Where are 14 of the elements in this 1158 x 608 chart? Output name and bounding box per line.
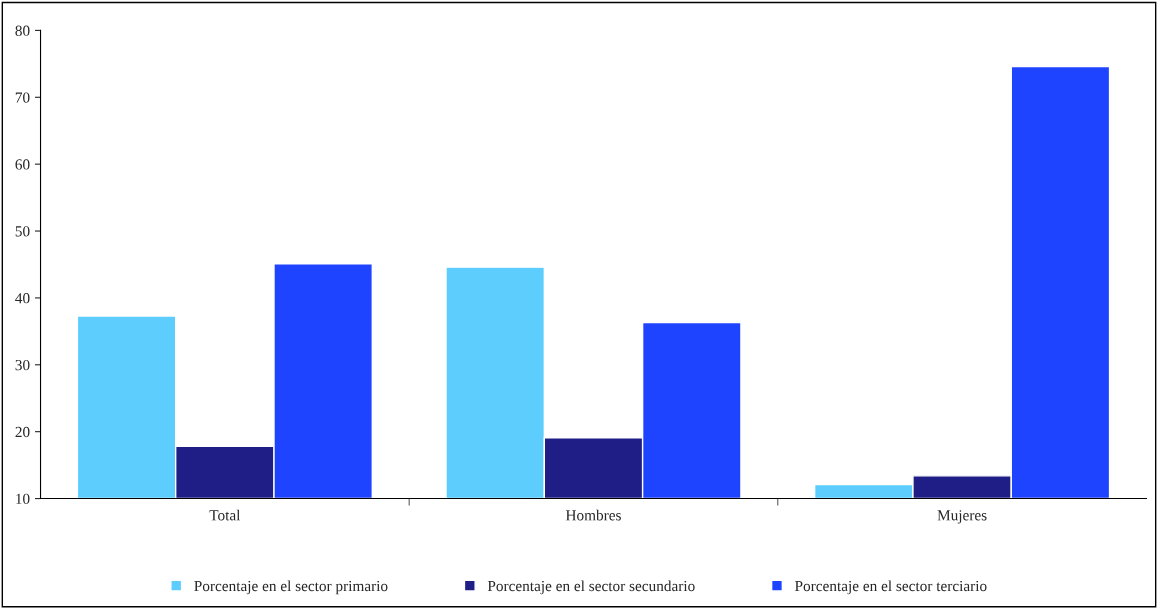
x-tick-label: Total [209,509,241,521]
legend-label: Porcentaje en el sector secundario [487,580,695,595]
y-tick-label: 10 [16,493,30,505]
y-tick-label: 60 [15,159,30,170]
y-tick-label: 20 [15,426,30,438]
legend-label: Porcentaje en el sector terciario [794,580,987,595]
x-tick-label: Mujeres [937,510,987,524]
y-tick-label: 50 [15,226,30,237]
y-tick-label: 30 [15,359,30,371]
y-tick-label: 80 [15,25,30,36]
y-tick-label: 70 [15,92,30,103]
x-tick-label: Hombres [565,509,621,521]
y-tick-label: 40 [15,293,30,304]
legend-label: Porcentaje en el sector primario [194,580,388,595]
